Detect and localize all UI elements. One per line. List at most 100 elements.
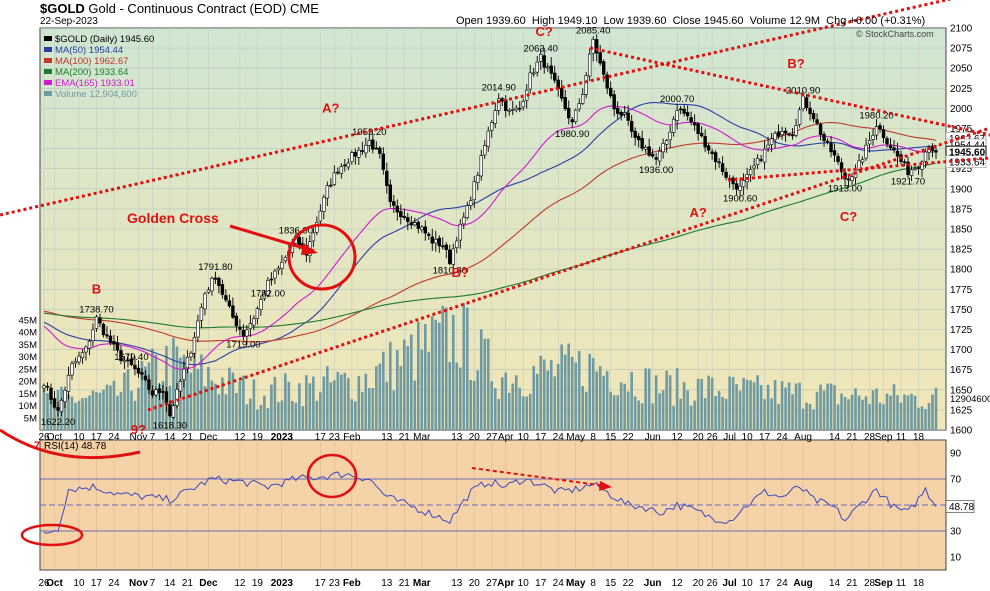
x-tick-label: 13 — [451, 432, 463, 443]
price-bar — [692, 114, 697, 131]
volume-bar — [546, 370, 550, 430]
volume-tick-label: 15M — [19, 389, 38, 400]
wave-label: B? — [787, 56, 804, 71]
volume-bar — [196, 368, 200, 430]
price-bar — [413, 217, 417, 227]
volume-bar — [584, 391, 588, 430]
price-bar — [444, 242, 448, 259]
rsi-series-line — [43, 471, 937, 534]
x-tick-label: 7 — [150, 432, 156, 443]
price-bar — [437, 235, 441, 253]
volume-bar — [822, 390, 826, 430]
ma100-line — [43, 122, 937, 343]
x-tick-label: 24 — [553, 432, 565, 443]
volume-bar — [689, 405, 693, 430]
price-bar — [808, 101, 812, 121]
price-bar — [385, 162, 389, 194]
price-bar — [311, 227, 316, 248]
price-bar — [654, 152, 658, 166]
volume-bar — [882, 404, 885, 430]
price-bar — [755, 154, 760, 170]
volume-bar — [294, 402, 298, 430]
x-tick-label: 27 — [486, 432, 498, 443]
price-bar — [521, 98, 525, 111]
price-bar — [867, 131, 872, 153]
volume-bar — [249, 398, 252, 430]
price-bar — [66, 366, 71, 400]
volume-bar — [420, 349, 424, 430]
volume-bar — [535, 373, 539, 430]
price-bar — [818, 122, 823, 141]
volume-bar — [182, 354, 186, 430]
price-bar — [888, 138, 893, 151]
volume-bar — [857, 395, 861, 430]
volume-bar — [333, 380, 336, 430]
rsi-x-tick-label: 26 — [707, 578, 719, 589]
volume-bar — [801, 408, 805, 430]
rsi-x-tick-label: 13 — [451, 578, 463, 589]
price-bar — [154, 387, 158, 397]
price-bar — [860, 156, 865, 166]
volume-bar — [843, 396, 847, 430]
price-bar — [161, 384, 165, 400]
wave-label: C? — [536, 24, 553, 39]
legend-swatch — [44, 58, 52, 63]
price-bar — [94, 314, 99, 332]
price-bar — [839, 158, 844, 180]
price-bar — [276, 265, 281, 275]
price-bar — [245, 325, 249, 345]
y-tick-label: 1775 — [950, 285, 973, 296]
volume-tick-label: 20M — [19, 377, 38, 388]
volume-bar — [140, 360, 144, 430]
volume-bar — [731, 377, 735, 430]
price-bar — [829, 135, 833, 158]
price-bar — [532, 67, 536, 77]
price-bar — [930, 143, 935, 158]
price-bar — [668, 125, 672, 149]
volume-bar — [626, 391, 630, 430]
price-bar — [434, 230, 438, 252]
x-tick-label: Mar — [413, 432, 431, 443]
price-bar — [675, 103, 679, 130]
lower-channel-line — [147, 126, 990, 412]
volume-bar — [308, 383, 312, 430]
price-bar — [220, 279, 225, 299]
volume-bar — [214, 383, 217, 430]
volume-bar — [462, 303, 466, 430]
volume-bar — [396, 350, 399, 430]
x-tick-label: 22 — [623, 432, 635, 443]
rsi-x-tick-label: 15 — [605, 578, 617, 589]
volume-bar — [675, 368, 679, 430]
rsi-tick-label: 70 — [950, 475, 962, 486]
volume-bar — [556, 363, 560, 430]
y-tick-label: 1725 — [950, 325, 973, 336]
price-bar — [615, 101, 620, 120]
volume-bar — [382, 351, 385, 430]
golden-cross-arrow — [229, 224, 315, 253]
instrument-name: Gold - Continuous Contract (EOD) — [88, 1, 287, 16]
rsi-x-tick-label: Aug — [793, 578, 812, 589]
high-value: 1949.10 — [557, 15, 598, 27]
volume-bar — [193, 351, 196, 430]
price-extreme-label: 1980.90 — [555, 129, 589, 140]
price-bar — [671, 116, 676, 137]
price-bar — [126, 353, 130, 368]
volume-bar — [385, 381, 389, 430]
price-bar — [115, 336, 120, 353]
price-bar — [189, 351, 193, 362]
price-bar — [678, 105, 683, 115]
x-tick-label: 26 — [707, 432, 719, 443]
price-bar — [147, 374, 151, 394]
rsi-tick-label: 30 — [950, 527, 962, 538]
price-bar — [748, 165, 753, 183]
rsi-x-tick-label: Nov — [129, 578, 148, 589]
volume-bar — [609, 391, 612, 430]
price-extreme-label: 2014.90 — [482, 82, 516, 93]
volume-bar — [263, 395, 266, 430]
price-bar — [112, 334, 116, 352]
volume-bar — [437, 322, 441, 430]
low-label: Low — [603, 15, 624, 27]
price-bar — [895, 142, 900, 165]
volume-bar — [287, 381, 291, 430]
